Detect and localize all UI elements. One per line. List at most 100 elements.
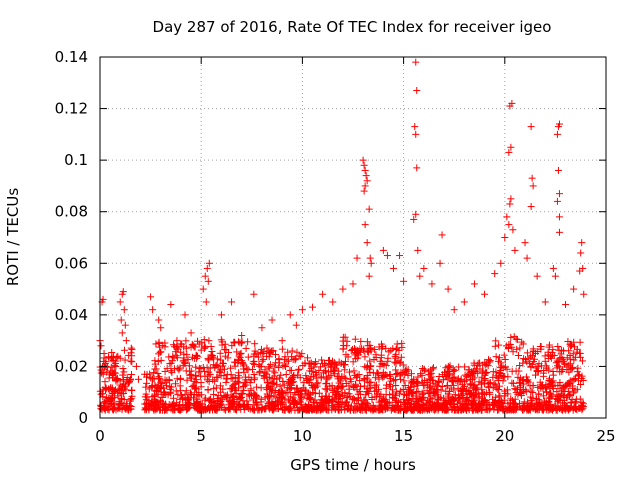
data-point (128, 345, 136, 353)
data-point (214, 373, 222, 381)
x-tick-label: 15 (394, 427, 413, 445)
data-point (412, 58, 420, 66)
y-tick-label: 0.04 (55, 306, 88, 324)
data-point (272, 350, 280, 358)
data-point (479, 361, 487, 369)
data-point (444, 390, 452, 398)
data-point (241, 403, 249, 411)
data-point (460, 298, 468, 306)
data-point (392, 370, 400, 378)
data-point (420, 365, 428, 373)
data-point (494, 385, 502, 393)
data-point (571, 399, 579, 407)
data-point (479, 389, 487, 397)
data-point (319, 290, 327, 298)
data-point (507, 333, 515, 341)
data-point (363, 239, 371, 247)
data-point (189, 394, 197, 402)
data-point (220, 392, 228, 400)
y-tick-label: 0 (78, 409, 88, 427)
data-point (302, 375, 310, 383)
data-point (432, 386, 440, 394)
data-point (174, 391, 182, 399)
data-point (427, 369, 435, 377)
data-point (348, 345, 356, 353)
data-point (314, 379, 322, 387)
data-point (340, 341, 348, 349)
data-point (418, 390, 426, 398)
data-point (116, 400, 124, 408)
data-point (565, 368, 573, 376)
data-point (205, 259, 213, 267)
data-point (170, 365, 178, 373)
data-point (173, 343, 181, 351)
data-point (269, 374, 277, 382)
data-point (575, 371, 583, 379)
data-point (228, 342, 236, 350)
data-point (258, 324, 266, 332)
data-point (461, 363, 469, 371)
data-point (493, 372, 501, 380)
data-point (382, 344, 390, 352)
data-point (338, 373, 346, 381)
data-point (281, 353, 289, 361)
data-point (552, 402, 560, 410)
data-point (141, 370, 149, 378)
data-point (333, 385, 341, 393)
data-point (119, 375, 127, 383)
data-point (331, 370, 339, 378)
data-point (572, 405, 580, 413)
data-point (158, 401, 166, 409)
data-point (150, 369, 158, 377)
data-point (214, 363, 222, 371)
data-point (514, 351, 522, 359)
data-point (296, 398, 304, 406)
data-point (527, 203, 535, 211)
data-point (248, 365, 256, 373)
data-point (527, 123, 535, 131)
data-point (466, 376, 474, 384)
data-point (284, 389, 292, 397)
data-point (205, 337, 213, 345)
data-point (547, 400, 555, 408)
data-point (570, 375, 578, 383)
data-point (481, 375, 489, 383)
data-point (261, 394, 269, 402)
data-point (335, 399, 343, 407)
data-point (264, 399, 272, 407)
data-point (452, 377, 460, 385)
data-point (247, 385, 255, 393)
data-point (303, 394, 311, 402)
y-tick-label: 0.08 (55, 203, 88, 221)
data-point (529, 389, 537, 397)
data-point (434, 393, 442, 401)
data-point (261, 368, 269, 376)
data-point (428, 376, 436, 384)
data-point (245, 404, 253, 412)
data-point (565, 387, 573, 395)
data-point (341, 366, 349, 374)
data-point (478, 386, 486, 394)
data-point (416, 406, 424, 414)
data-point (335, 367, 343, 375)
data-point (489, 368, 497, 376)
data-point (503, 406, 511, 414)
data-point (570, 356, 578, 364)
data-point (449, 365, 457, 373)
data-point (325, 368, 333, 376)
data-point (285, 357, 293, 365)
data-point (268, 380, 276, 388)
data-point (569, 350, 577, 358)
data-point (114, 386, 122, 394)
data-point (361, 353, 369, 361)
data-point (311, 383, 319, 391)
data-point (494, 406, 502, 414)
data-point (361, 376, 369, 384)
data-point (198, 400, 206, 408)
data-point (558, 346, 566, 354)
data-point (400, 277, 408, 285)
data-point (337, 405, 345, 413)
data-point (511, 395, 519, 403)
data-point (414, 380, 422, 388)
data-point (566, 380, 574, 388)
